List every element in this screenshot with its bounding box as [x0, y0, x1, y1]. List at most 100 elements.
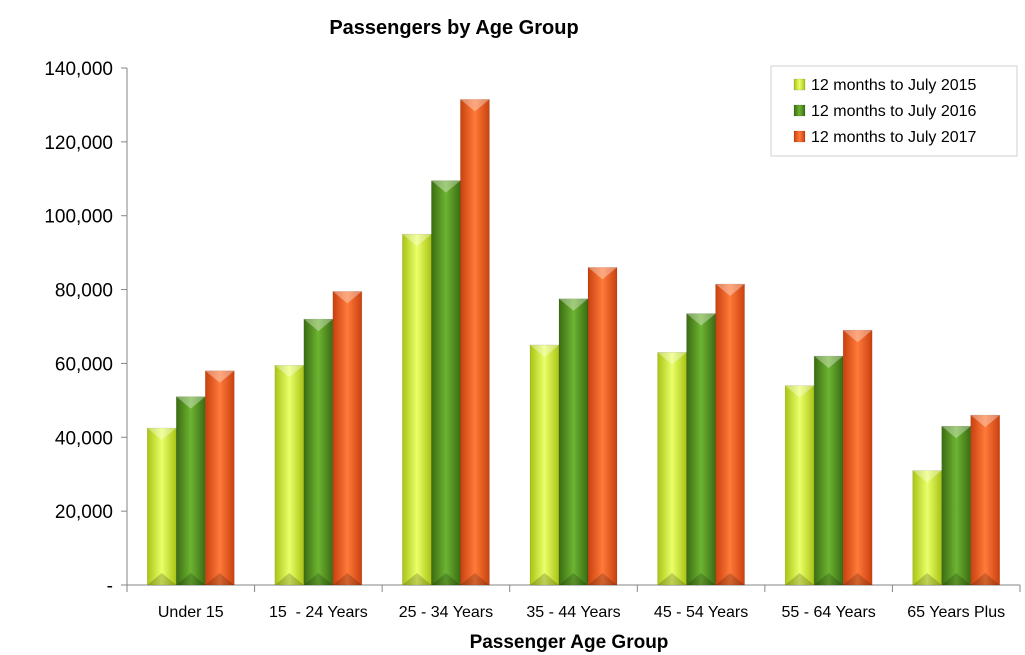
- bar: [431, 180, 461, 586]
- legend-label: 12 months to July 2017: [811, 129, 977, 146]
- bar-bevel-bottom: [530, 573, 559, 585]
- bar-bevel-top: [176, 396, 206, 409]
- bar-bevel-bottom: [912, 573, 942, 585]
- y-tick-label: 40,000: [55, 428, 113, 449]
- bar-body: [274, 364, 305, 586]
- legend-label: 12 months to July 2016: [811, 103, 977, 120]
- bar-bevel-top: [814, 356, 844, 369]
- bar-body: [842, 329, 873, 586]
- bar-bevel-bottom: [970, 573, 1000, 585]
- bar-body: [402, 233, 432, 586]
- bar-body: [813, 355, 844, 586]
- bar-body: [686, 313, 716, 586]
- bar-bevel-bottom: [588, 573, 617, 585]
- bar-body: [657, 352, 687, 586]
- bar-bevel-bottom: [715, 573, 745, 585]
- bar-bevel-bottom: [559, 573, 588, 585]
- x-tick-label: 25 - 34 Years: [399, 604, 493, 621]
- y-tick-label: 60,000: [55, 354, 113, 375]
- bar-bevel-top: [460, 99, 490, 112]
- bar-bevel-bottom: [402, 573, 432, 585]
- bar: [332, 291, 363, 586]
- bar-bevel-bottom: [147, 573, 177, 585]
- x-axis: Under 15 15 - 24 Years 25 - 34 Years 35 - 4…: [126, 584, 1021, 621]
- legend-item: 12 months to July 2015: [793, 77, 977, 94]
- bar-body: [912, 470, 943, 586]
- bar-body: [175, 396, 206, 586]
- bar-bevel-top: [843, 330, 873, 343]
- bar: [715, 283, 745, 586]
- bar-body: [941, 425, 972, 586]
- bar: [941, 425, 972, 586]
- y-tick-label: 100,000: [44, 207, 113, 228]
- y-tick-label: 80,000: [55, 281, 113, 302]
- bar-bevel-top: [912, 470, 942, 483]
- bar-bevel-bottom: [785, 573, 815, 585]
- bar: [274, 364, 305, 586]
- bar-bevel-bottom: [941, 573, 971, 585]
- bar: [657, 352, 687, 586]
- bar-bevel-bottom: [460, 573, 490, 585]
- bar-bevel-bottom: [657, 573, 687, 585]
- bar-body: [970, 414, 1001, 586]
- bar-body: [460, 99, 490, 586]
- legend-item: 12 months to July 2017: [793, 129, 977, 146]
- bar-bevel-top: [941, 426, 971, 439]
- bar-body: [146, 427, 177, 586]
- bar-bevel-top: [205, 370, 235, 383]
- bars-group: [146, 99, 1001, 586]
- bar-bevel-top: [686, 313, 716, 326]
- bar: [303, 318, 334, 586]
- legend-item: 12 months to July 2016: [793, 103, 977, 120]
- bar-bevel-top: [715, 284, 745, 297]
- bar-bevel-top: [147, 428, 177, 441]
- x-tick-label: 15 - 24 Years: [269, 604, 368, 621]
- legend: 12 months to July 2015 12 months to July …: [770, 65, 1018, 157]
- legend-label: 12 months to July 2015: [811, 77, 977, 94]
- x-tick-label: 55 - 64 Years: [781, 604, 875, 621]
- bar-bevel-bottom: [274, 573, 304, 585]
- bar-bevel-top: [657, 352, 687, 365]
- y-tick-label: 140,000: [44, 59, 113, 80]
- bar-bevel-bottom: [814, 573, 844, 585]
- bar-body: [332, 291, 363, 586]
- bar-bevel-top: [303, 319, 333, 332]
- legend-swatch: [793, 130, 806, 143]
- bar-bevel-top: [559, 298, 588, 311]
- y-tick-label: 120,000: [44, 133, 113, 154]
- bar-bevel-bottom: [176, 573, 206, 585]
- bar: [460, 99, 490, 586]
- bar-bevel-bottom: [686, 573, 716, 585]
- bar-body: [529, 344, 560, 586]
- bar-body: [431, 180, 461, 586]
- bar-body: [715, 283, 745, 586]
- bar: [686, 313, 716, 586]
- y-tick-label: 20,000: [55, 502, 113, 523]
- bar: [529, 344, 560, 586]
- bar-bevel-top: [431, 180, 461, 193]
- bar-bevel-top: [332, 291, 362, 304]
- bar-bevel-bottom: [843, 573, 873, 585]
- bar-bevel-top: [588, 267, 617, 280]
- bar-body: [784, 385, 815, 586]
- x-tick-label: 45 - 54 Years: [654, 604, 748, 621]
- legend-box: [770, 65, 1018, 157]
- bar: [175, 396, 206, 586]
- bar-bevel-top: [785, 385, 815, 398]
- bar: [558, 298, 589, 586]
- bar-bevel-bottom: [431, 573, 461, 585]
- y-axis: - 20,000 40,000 60,000 80,000 100,000 120,000 1…: [44, 59, 128, 597]
- bar: [402, 233, 432, 586]
- bar-bevel-top: [970, 415, 1000, 428]
- bar-bevel-top: [530, 344, 559, 357]
- chart-title: Passengers by Age Group: [329, 17, 578, 39]
- bar: [204, 370, 235, 586]
- x-tick-label: 65 Years Plus: [907, 604, 1005, 621]
- legend-swatch: [793, 104, 806, 117]
- bar-body: [303, 318, 334, 586]
- bar: [813, 355, 844, 586]
- bar: [970, 414, 1001, 586]
- bar: [146, 427, 177, 586]
